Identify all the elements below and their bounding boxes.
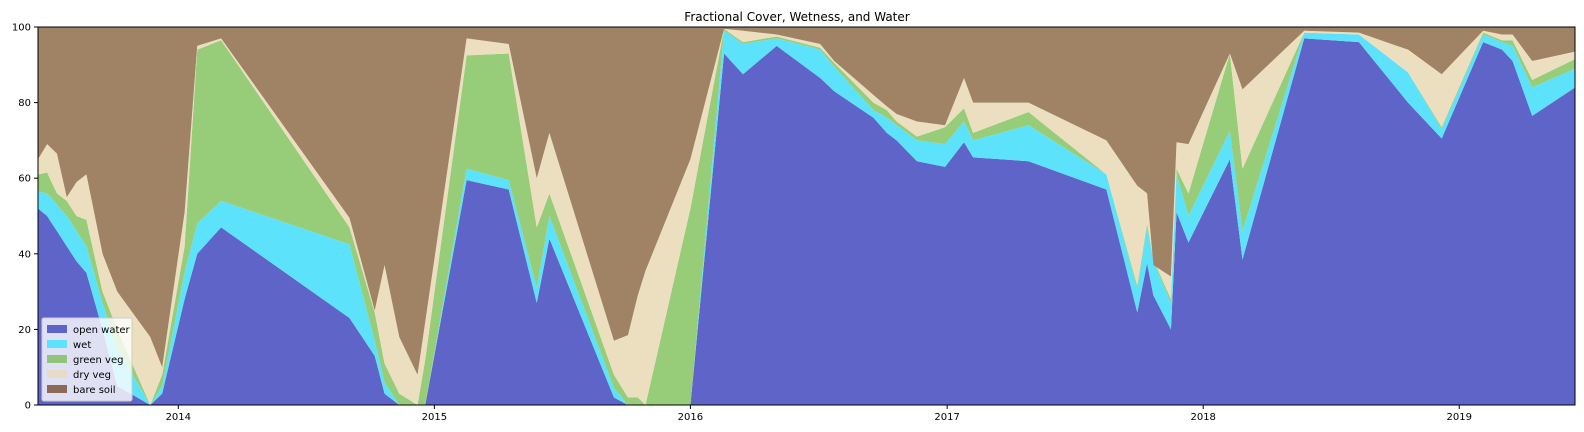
- legend-label: dry veg: [73, 370, 111, 381]
- legend-swatch: [47, 340, 67, 348]
- legend: open water wet green veg dry veg bare soil: [41, 317, 133, 402]
- x-tick-label: 2019: [1447, 412, 1472, 423]
- chart-title: Fractional Cover, Wetness, and Water: [684, 10, 909, 24]
- area-series-group: [38, 27, 1575, 406]
- y-tick-label: 80: [18, 98, 31, 109]
- legend-swatch: [47, 385, 67, 393]
- area-open-water: [38, 38, 1575, 406]
- y-tick-label: 40: [18, 249, 31, 260]
- y-tick-label: 0: [25, 401, 31, 412]
- x-tick-label: 2015: [422, 412, 447, 423]
- area-dry-veg: [38, 28, 1575, 405]
- legend-box: [41, 317, 133, 402]
- x-tick-label: 2017: [934, 412, 959, 423]
- x-axis: 2014 2015 2016 2017 2018 2019: [166, 405, 1472, 423]
- legend-label: open water: [73, 325, 131, 336]
- legend-label: wet: [73, 340, 91, 351]
- legend-swatch: [47, 370, 67, 378]
- legend-swatch: [47, 355, 67, 363]
- plot-frame: [37, 26, 1576, 406]
- legend-swatch: [47, 325, 67, 333]
- y-tick-label: 100: [12, 23, 31, 34]
- x-tick-label: 2016: [678, 412, 703, 423]
- y-tick-label: 60: [18, 174, 31, 185]
- legend-label: bare soil: [73, 385, 116, 396]
- x-tick-label: 2018: [1190, 412, 1215, 423]
- legend-label: green veg: [73, 355, 123, 366]
- y-axis: 0 20 40 60 80 100: [12, 23, 38, 412]
- area-bare-soil: [38, 27, 1575, 375]
- y-tick-label: 20: [18, 325, 31, 336]
- x-tick-label: 2014: [166, 412, 191, 423]
